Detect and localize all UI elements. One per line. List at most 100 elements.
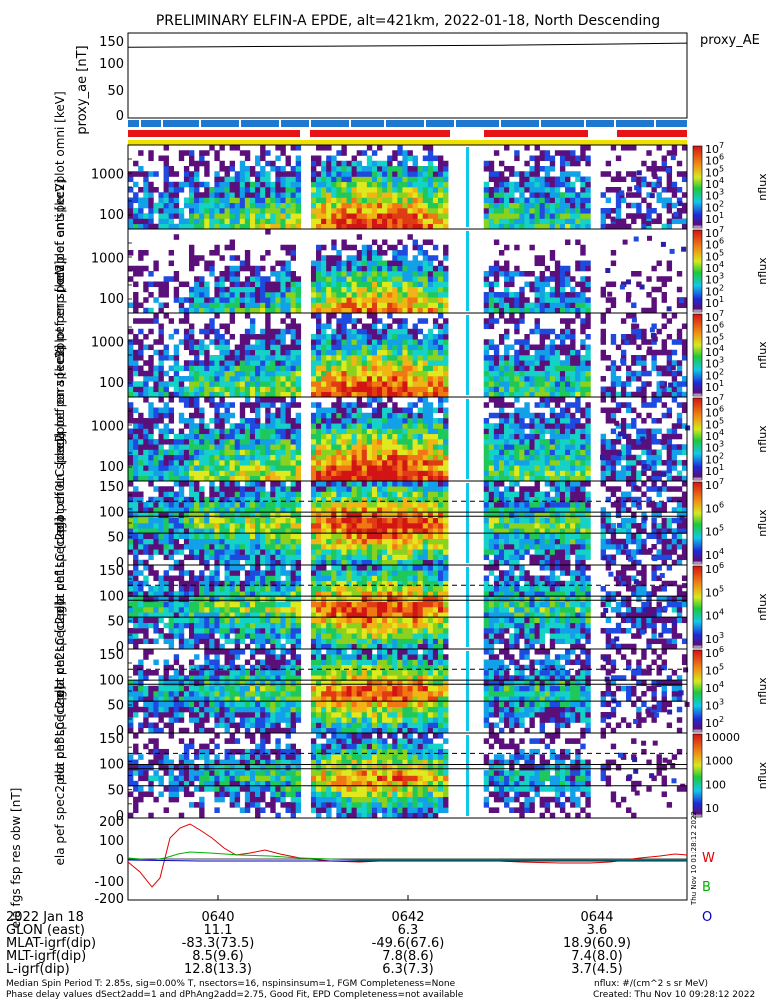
- heatmap-cell: [235, 198, 240, 204]
- heatmap-cell: [286, 402, 291, 408]
- heatmap-cell: [545, 182, 550, 188]
- heatmap-cell: [580, 371, 585, 377]
- heatmap-cell: [331, 355, 336, 361]
- heatmap-cell: [331, 345, 336, 351]
- heatmap-cell: [245, 203, 250, 209]
- heatmap-cell: [275, 308, 280, 314]
- heatmap-cell: [428, 219, 433, 225]
- heatmap-cell: [392, 455, 397, 461]
- heatmap-cell: [143, 434, 148, 440]
- heatmap-cell: [214, 413, 219, 419]
- heatmap-cell: [423, 366, 428, 372]
- heatmap-cell: [184, 329, 189, 335]
- heatmap-cell: [199, 156, 204, 162]
- heatmap-cell: [504, 198, 509, 204]
- heatmap-cell: [245, 313, 250, 319]
- heatmap-cell: [174, 513, 179, 519]
- heatmap-cell: [580, 297, 585, 303]
- heatmap-cell: [230, 334, 235, 340]
- heatmap-cell: [280, 145, 285, 151]
- heatmap-cell: [550, 366, 555, 372]
- heatmap-cell: [296, 345, 301, 351]
- heatmap-cell: [169, 355, 174, 361]
- heatmap-cell: [550, 355, 555, 361]
- heatmap-cell: [504, 261, 509, 267]
- heatmap-cell: [352, 423, 357, 429]
- heatmap-cell: [565, 408, 570, 414]
- heatmap-cell: [184, 444, 189, 450]
- heatmap-cell: [219, 177, 224, 183]
- heatmap-cell: [555, 397, 560, 403]
- heatmap-cell: [504, 429, 509, 435]
- heatmap-cell: [611, 455, 616, 461]
- heatmap-cell: [601, 397, 606, 403]
- heatmap-cell: [423, 392, 428, 398]
- heatmap-cell: [494, 360, 499, 366]
- heatmap-cell: [433, 276, 438, 282]
- heatmap-cell: [565, 177, 570, 183]
- heatmap-cell: [524, 444, 529, 450]
- heatmap-cell: [585, 308, 590, 314]
- heatmap-cell: [138, 450, 143, 456]
- heatmap-cell: [275, 366, 280, 372]
- heatmap-cell: [545, 350, 550, 356]
- heatmap-cell: [423, 334, 428, 340]
- heatmap-cell: [509, 429, 514, 435]
- heatmap-cell: [362, 455, 367, 461]
- heatmap-cell: [611, 208, 616, 214]
- heatmap-cell: [260, 439, 265, 445]
- heatmap-cell: [524, 371, 529, 377]
- heatmap-cell: [164, 224, 169, 230]
- heatmap-cell: [275, 376, 280, 382]
- heatmap-cell: [524, 334, 529, 340]
- heatmap-cell: [392, 203, 397, 209]
- heatmap-cell: [484, 360, 489, 366]
- heatmap-cell: [372, 266, 377, 272]
- heatmap-cell: [433, 339, 438, 345]
- heatmap-cell: [672, 150, 677, 156]
- heatmap-cell: [623, 240, 628, 245]
- heatmap-cell: [189, 224, 194, 230]
- heatmap-cell: [357, 439, 362, 445]
- heatmap-cell: [352, 308, 357, 314]
- heatmap-cell: [214, 203, 219, 209]
- heatmap-cell: [214, 219, 219, 225]
- heatmap-cell: [133, 198, 138, 204]
- heatmap-cell: [209, 318, 214, 324]
- heatmap-cell: [347, 177, 352, 183]
- heatmap-cell: [199, 439, 204, 445]
- heatmap-cell: [550, 187, 555, 193]
- heatmap-cell: [565, 297, 570, 303]
- heatmap-cell: [291, 381, 296, 387]
- heatmap-cell: [214, 198, 219, 204]
- heatmap-cell: [245, 150, 250, 156]
- heatmap-cell: [179, 208, 184, 214]
- heatmap-cell: [494, 187, 499, 193]
- heatmap-cell: [438, 308, 443, 314]
- heatmap-cell: [357, 434, 362, 440]
- heatmap-cell: [240, 150, 245, 156]
- heatmap-cell: [428, 297, 433, 303]
- heatmap-cell: [357, 234, 362, 240]
- heatmap-cell: [143, 460, 148, 466]
- heatmap-cell: [580, 460, 585, 466]
- heatmap-cell: [270, 355, 275, 361]
- heatmap-cell: [311, 203, 316, 209]
- heatmap-cell: [606, 213, 611, 219]
- heatmap-cell: [194, 450, 199, 456]
- heatmap-cell: [550, 297, 555, 303]
- heatmap-cell: [199, 297, 204, 303]
- heatmap-cell: [138, 166, 143, 172]
- heatmap-cell: [601, 476, 606, 482]
- heatmap-cell: [667, 261, 672, 267]
- heatmap-cell: [235, 523, 240, 529]
- heatmap-cell: [321, 366, 326, 372]
- heatmap-cell: [433, 460, 438, 466]
- heatmap-cell: [352, 444, 357, 450]
- heatmap-cell: [560, 276, 565, 282]
- heatmap-cell: [128, 549, 133, 555]
- heatmap-cell: [514, 460, 519, 466]
- heatmap-cell: [138, 413, 143, 419]
- heatmap-cell: [377, 444, 382, 450]
- heatmap-cell: [341, 203, 346, 209]
